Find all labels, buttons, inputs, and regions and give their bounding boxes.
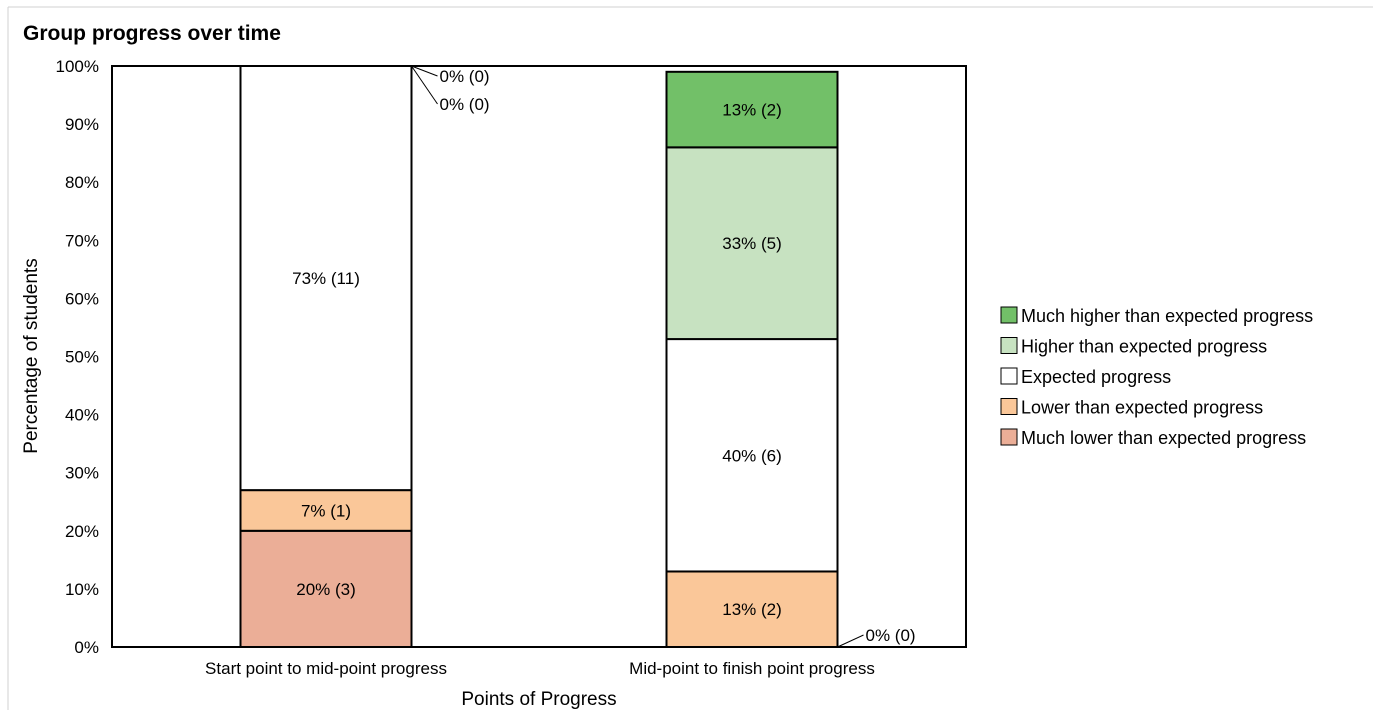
y-tick-label: 90%	[65, 115, 99, 134]
data-label: 73% (11)	[292, 269, 360, 288]
data-label: 13% (2)	[722, 101, 782, 120]
legend-label: Much higher than expected progress	[1021, 306, 1313, 326]
chart-title: Group progress over time	[23, 22, 281, 45]
data-label: 40% (6)	[722, 446, 782, 465]
data-label: 0% (0)	[440, 95, 490, 114]
segment-labels: 20% (3) 7% (1) 73% (11) 0% (0) 0% (0) 0% (0) 1…	[292, 65, 916, 648]
y-tick-label: 10%	[65, 580, 99, 599]
y-tick-label: 70%	[65, 231, 99, 250]
legend-label: Expected progress	[1021, 367, 1171, 387]
data-label: 13% (2)	[722, 600, 782, 619]
x-axis-categories: Start point to mid-point progress Mid-poi…	[205, 659, 875, 678]
bar-segment	[239, 489, 413, 532]
y-axis-title: Percentage of students	[21, 258, 42, 453]
data-label: 0% (0)	[440, 67, 490, 86]
bar-segment	[665, 338, 839, 573]
bar-segment	[239, 65, 413, 492]
y-tick-label: 60%	[65, 289, 99, 308]
y-tick-label: 0%	[74, 638, 99, 657]
legend-swatch	[1000, 367, 1018, 385]
bars	[239, 65, 839, 648]
legend-swatch	[1000, 337, 1018, 354]
legend-label: Lower than expected progress	[1021, 398, 1263, 418]
legend-label: Much lower than expected progress	[1021, 428, 1306, 448]
leader-line	[411, 65, 438, 77]
x-category-label: Mid-point to finish point progress	[629, 659, 875, 678]
data-label: 20% (3)	[296, 580, 356, 599]
x-category-label: Start point to mid-point progress	[205, 659, 447, 678]
legend-swatch	[1000, 398, 1018, 415]
legend-swatch	[1000, 306, 1018, 324]
x-axis-title: Points of Progress	[461, 689, 616, 710]
y-tick-label: 40%	[65, 406, 99, 425]
y-tick-label: 20%	[65, 522, 99, 541]
leader-line	[837, 634, 864, 648]
data-label: 33% (5)	[722, 234, 782, 253]
leader-line	[411, 65, 438, 105]
y-tick-label: 80%	[65, 173, 99, 192]
legend-swatch	[1000, 428, 1018, 446]
bar-segment	[665, 146, 839, 341]
bar-segment	[665, 70, 839, 149]
y-axis-ticks: 0% 10% 20% 30% 40% 50% 60% 70% 80% 90% 100%	[56, 57, 99, 657]
y-tick-label: 30%	[65, 464, 99, 483]
legend-label: Higher than expected progress	[1021, 337, 1267, 357]
data-label: 7% (1)	[301, 501, 351, 520]
y-tick-label: 50%	[65, 348, 99, 367]
bar-segment	[665, 570, 839, 648]
data-label: 0% (0)	[866, 626, 916, 645]
legend: Much higher than expected progress Higher…	[1000, 306, 1313, 448]
y-tick-label: 100%	[56, 57, 99, 76]
